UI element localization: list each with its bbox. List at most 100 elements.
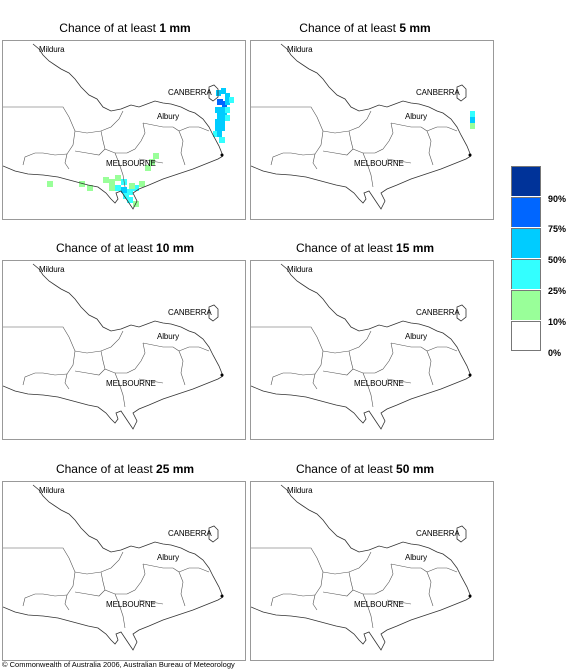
rain-cell xyxy=(87,185,93,191)
district-boundary xyxy=(322,330,372,354)
rain-cell xyxy=(121,187,127,193)
district-boundary xyxy=(322,551,372,575)
rain-cell xyxy=(79,181,85,187)
act-border xyxy=(456,304,467,322)
legend-swatch-90-100 xyxy=(511,166,541,196)
district-boundary xyxy=(126,122,146,154)
district-boundary xyxy=(142,122,186,166)
district-boundary xyxy=(290,593,316,597)
place-label-melbourne: MELBOURNE xyxy=(354,379,404,388)
coastline xyxy=(251,155,472,210)
map-panel-25mm: Mildura CANBERRA Albury MELBOURNE xyxy=(2,481,246,661)
state-border xyxy=(280,43,472,157)
rain-cell xyxy=(222,101,227,107)
place-label-mildura: Mildura xyxy=(287,45,313,54)
panel-title-25mm: Chance of at least 25 mm xyxy=(55,462,195,476)
state-border xyxy=(280,263,472,377)
district-boundary xyxy=(362,593,374,629)
district-boundary xyxy=(42,372,68,376)
legend-label-50: 50% xyxy=(548,255,567,265)
legend-label-10: 10% xyxy=(548,317,567,327)
rain-cell xyxy=(47,181,53,187)
panel-title-15mm: Chance of at least 15 mm xyxy=(295,241,435,255)
coastline xyxy=(3,375,224,430)
map-panel-50mm: Mildura CANBERRA Albury MELBOURNE xyxy=(250,481,494,661)
district-boundary xyxy=(64,594,70,611)
map-outline xyxy=(3,263,224,430)
map-panel-1mm: Mildura CANBERRA Albury MELBOURNE xyxy=(2,40,246,220)
panel-title-50mm: Chance of at least 50 mm xyxy=(295,462,435,476)
place-label-albury: Albury xyxy=(405,112,428,121)
act-border xyxy=(208,304,219,322)
district-boundary xyxy=(426,346,458,352)
place-label-canberra: CANBERRA xyxy=(168,529,212,538)
district-boundary xyxy=(322,148,354,156)
place-label-albury: Albury xyxy=(405,332,428,341)
legend-label-25: 25% xyxy=(548,286,567,296)
rain-cell xyxy=(153,153,159,159)
act-border xyxy=(456,84,467,102)
place-label-canberra: CANBERRA xyxy=(168,88,212,97)
district-boundary xyxy=(100,350,127,374)
district-boundary xyxy=(3,106,76,155)
place-label-canberra: CANBERRA xyxy=(416,529,460,538)
district-boundary xyxy=(374,122,394,154)
district-boundary xyxy=(74,330,124,354)
legend-label-90: 90% xyxy=(548,194,567,204)
district-boundary xyxy=(114,152,126,188)
rain-cell xyxy=(123,193,129,199)
rain-cell xyxy=(221,88,226,94)
rain-cell xyxy=(127,197,133,203)
place-label-canberra: CANBERRA xyxy=(168,308,212,317)
place-label-melbourne: MELBOURNE xyxy=(106,600,156,609)
district-boundary xyxy=(374,563,394,595)
place-label-melbourne: MELBOURNE xyxy=(106,379,156,388)
rain-cell xyxy=(215,119,221,125)
district-boundary xyxy=(22,152,43,166)
district-boundary xyxy=(251,326,324,375)
district-boundary xyxy=(100,571,127,595)
rain-cell xyxy=(470,123,475,129)
act-border xyxy=(456,525,467,543)
legend-swatch-25-50 xyxy=(511,259,541,289)
legend-swatch-10-25 xyxy=(511,290,541,320)
district-boundary xyxy=(74,368,106,376)
place-label-mildura: Mildura xyxy=(39,45,65,54)
rain-cell xyxy=(216,90,221,96)
rain-cell xyxy=(220,107,226,113)
coastline xyxy=(3,596,224,651)
district-boundary xyxy=(42,593,68,597)
copyright-notice: © Commonwealth of Australia 2006, Austra… xyxy=(2,660,235,669)
district-boundary xyxy=(386,158,412,164)
place-label-mildura: Mildura xyxy=(39,486,65,495)
district-boundary xyxy=(322,110,372,134)
district-boundary xyxy=(138,378,164,384)
cape-howe-marker xyxy=(220,373,224,377)
district-boundary xyxy=(348,350,375,374)
coastline xyxy=(251,596,472,651)
rain-cell xyxy=(215,107,220,113)
state-border xyxy=(32,43,224,157)
district-boundary xyxy=(3,547,76,596)
rain-cell xyxy=(219,137,225,143)
district-boundary xyxy=(114,372,126,408)
place-label-melbourne: MELBOURNE xyxy=(106,159,156,168)
district-boundary xyxy=(312,373,318,390)
place-label-mildura: Mildura xyxy=(287,265,313,274)
district-boundary xyxy=(290,152,316,156)
district-boundary xyxy=(362,372,374,408)
legend-swatch-75-90 xyxy=(511,197,541,227)
panel-title-10mm: Chance of at least 10 mm xyxy=(55,241,195,255)
district-boundary xyxy=(426,126,458,132)
district-boundary xyxy=(178,126,210,132)
rain-cell xyxy=(103,177,109,183)
district-boundary xyxy=(126,563,146,595)
map-outline xyxy=(251,43,475,210)
rain-cell xyxy=(213,131,217,137)
rain-cell xyxy=(217,113,222,119)
place-label-mildura: Mildura xyxy=(39,265,65,274)
panel-title-5mm: Chance of at least 5 mm xyxy=(299,21,431,35)
rain-cell xyxy=(470,117,475,123)
district-boundary xyxy=(178,346,210,352)
place-label-albury: Albury xyxy=(157,112,180,121)
